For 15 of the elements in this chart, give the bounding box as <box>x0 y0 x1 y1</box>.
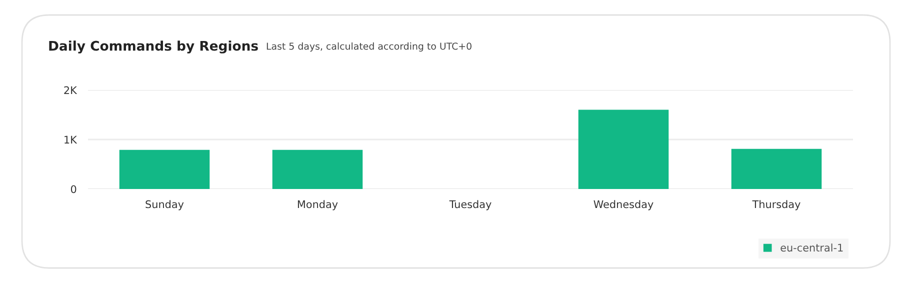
y-tick-label: 2K <box>64 86 78 94</box>
chart-subtitle: Last 5 days, calculated according to UTC+0 <box>266 42 472 52</box>
y-tick-label: 1K <box>64 136 78 144</box>
bar <box>119 150 210 189</box>
bar <box>272 150 363 189</box>
x-tick-label: Monday <box>298 200 338 210</box>
x-tick-label: Tuesday <box>449 200 492 210</box>
bar <box>731 148 822 189</box>
x-tick-label: Wednesday <box>594 200 654 210</box>
legend-label: eu-central-1 <box>780 244 843 252</box>
y-tick-label: 0 <box>70 185 76 194</box>
chart-title: Daily Commands by Regions <box>49 40 258 54</box>
x-tick-label: Sunday <box>146 200 184 210</box>
bar <box>578 110 669 189</box>
x-tick-label: Thursday <box>752 200 800 210</box>
